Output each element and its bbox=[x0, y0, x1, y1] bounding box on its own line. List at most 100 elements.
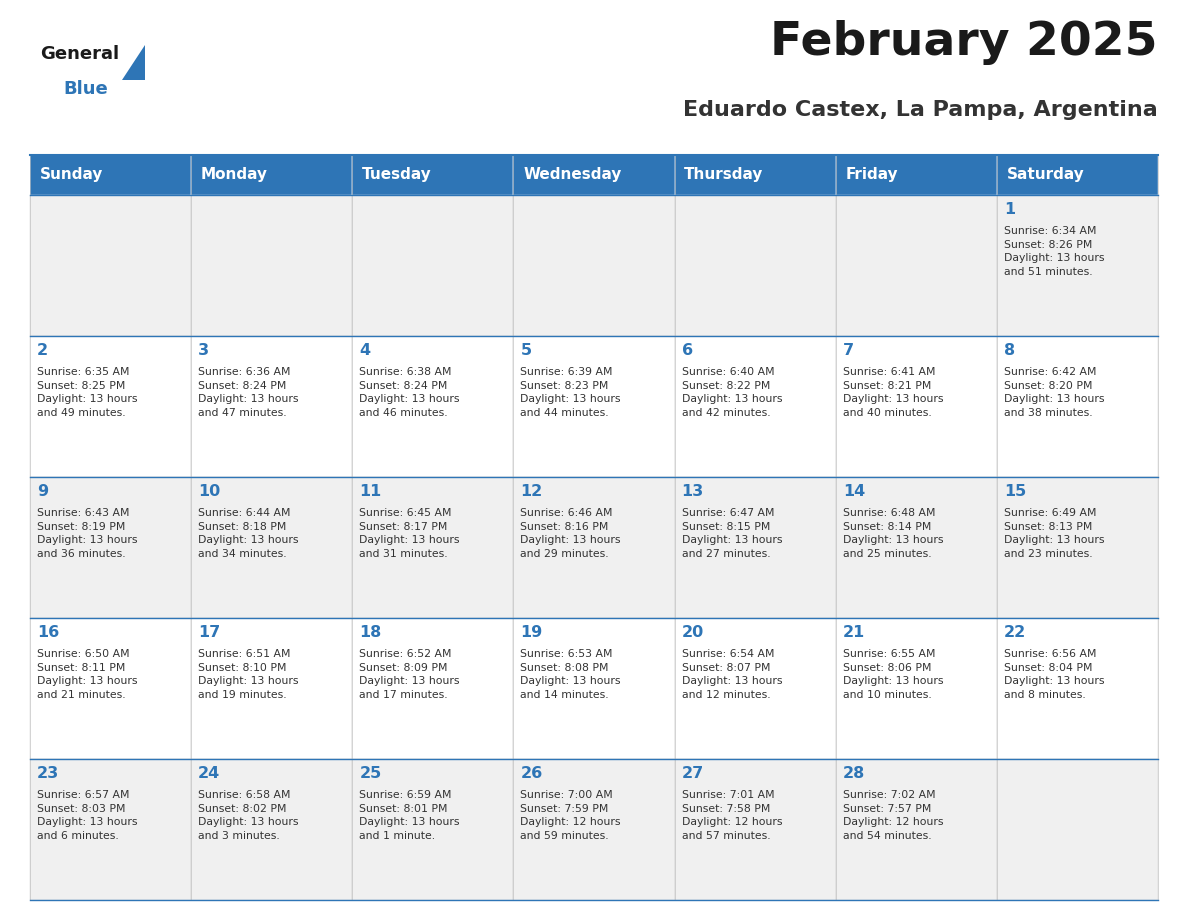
Text: Sunrise: 6:34 AM
Sunset: 8:26 PM
Daylight: 13 hours
and 51 minutes.: Sunrise: 6:34 AM Sunset: 8:26 PM Dayligh… bbox=[1004, 226, 1105, 277]
Text: 20: 20 bbox=[682, 625, 703, 640]
Text: 28: 28 bbox=[842, 766, 865, 781]
Text: Sunrise: 6:38 AM
Sunset: 8:24 PM
Daylight: 13 hours
and 46 minutes.: Sunrise: 6:38 AM Sunset: 8:24 PM Dayligh… bbox=[359, 367, 460, 418]
Bar bbox=[835, 618, 997, 759]
Text: Sunrise: 6:56 AM
Sunset: 8:04 PM
Daylight: 13 hours
and 8 minutes.: Sunrise: 6:56 AM Sunset: 8:04 PM Dayligh… bbox=[1004, 649, 1105, 700]
Text: Saturday: Saturday bbox=[1006, 167, 1085, 183]
Bar bbox=[191, 155, 353, 195]
Bar bbox=[997, 477, 1158, 618]
Text: 22: 22 bbox=[1004, 625, 1026, 640]
Bar bbox=[30, 759, 191, 900]
Text: 1: 1 bbox=[1004, 202, 1015, 217]
Text: 18: 18 bbox=[359, 625, 381, 640]
Bar bbox=[675, 477, 835, 618]
Text: Sunrise: 6:44 AM
Sunset: 8:18 PM
Daylight: 13 hours
and 34 minutes.: Sunrise: 6:44 AM Sunset: 8:18 PM Dayligh… bbox=[198, 508, 298, 559]
Text: 10: 10 bbox=[198, 484, 221, 499]
Text: 23: 23 bbox=[37, 766, 59, 781]
Text: Sunrise: 6:58 AM
Sunset: 8:02 PM
Daylight: 13 hours
and 3 minutes.: Sunrise: 6:58 AM Sunset: 8:02 PM Dayligh… bbox=[198, 790, 298, 841]
Text: Sunrise: 6:53 AM
Sunset: 8:08 PM
Daylight: 13 hours
and 14 minutes.: Sunrise: 6:53 AM Sunset: 8:08 PM Dayligh… bbox=[520, 649, 621, 700]
Bar bbox=[675, 759, 835, 900]
Text: 16: 16 bbox=[37, 625, 59, 640]
Bar bbox=[353, 618, 513, 759]
Bar bbox=[513, 477, 675, 618]
Text: 19: 19 bbox=[520, 625, 543, 640]
Bar bbox=[353, 155, 513, 195]
Text: Sunday: Sunday bbox=[39, 167, 103, 183]
Bar bbox=[835, 477, 997, 618]
Bar bbox=[997, 155, 1158, 195]
Text: Sunrise: 6:54 AM
Sunset: 8:07 PM
Daylight: 13 hours
and 12 minutes.: Sunrise: 6:54 AM Sunset: 8:07 PM Dayligh… bbox=[682, 649, 782, 700]
Text: Tuesday: Tuesday bbox=[362, 167, 431, 183]
Text: Sunrise: 6:52 AM
Sunset: 8:09 PM
Daylight: 13 hours
and 17 minutes.: Sunrise: 6:52 AM Sunset: 8:09 PM Dayligh… bbox=[359, 649, 460, 700]
Bar bbox=[513, 618, 675, 759]
Bar bbox=[30, 195, 191, 336]
Text: Sunrise: 7:01 AM
Sunset: 7:58 PM
Daylight: 12 hours
and 57 minutes.: Sunrise: 7:01 AM Sunset: 7:58 PM Dayligh… bbox=[682, 790, 782, 841]
Text: Sunrise: 6:51 AM
Sunset: 8:10 PM
Daylight: 13 hours
and 19 minutes.: Sunrise: 6:51 AM Sunset: 8:10 PM Dayligh… bbox=[198, 649, 298, 700]
Bar bbox=[513, 195, 675, 336]
Polygon shape bbox=[122, 45, 145, 80]
Bar bbox=[191, 336, 353, 477]
Text: Sunrise: 6:43 AM
Sunset: 8:19 PM
Daylight: 13 hours
and 36 minutes.: Sunrise: 6:43 AM Sunset: 8:19 PM Dayligh… bbox=[37, 508, 138, 559]
Text: Sunrise: 6:55 AM
Sunset: 8:06 PM
Daylight: 13 hours
and 10 minutes.: Sunrise: 6:55 AM Sunset: 8:06 PM Dayligh… bbox=[842, 649, 943, 700]
Text: General: General bbox=[40, 45, 119, 63]
Bar bbox=[191, 195, 353, 336]
Text: 27: 27 bbox=[682, 766, 703, 781]
Bar bbox=[997, 618, 1158, 759]
Text: Blue: Blue bbox=[63, 80, 108, 98]
Text: 21: 21 bbox=[842, 625, 865, 640]
Text: Sunrise: 7:00 AM
Sunset: 7:59 PM
Daylight: 12 hours
and 59 minutes.: Sunrise: 7:00 AM Sunset: 7:59 PM Dayligh… bbox=[520, 790, 621, 841]
Text: Sunrise: 6:39 AM
Sunset: 8:23 PM
Daylight: 13 hours
and 44 minutes.: Sunrise: 6:39 AM Sunset: 8:23 PM Dayligh… bbox=[520, 367, 621, 418]
Bar bbox=[353, 336, 513, 477]
Text: Friday: Friday bbox=[846, 167, 898, 183]
Text: Sunrise: 7:02 AM
Sunset: 7:57 PM
Daylight: 12 hours
and 54 minutes.: Sunrise: 7:02 AM Sunset: 7:57 PM Dayligh… bbox=[842, 790, 943, 841]
Bar bbox=[191, 618, 353, 759]
Bar bbox=[353, 195, 513, 336]
Text: 11: 11 bbox=[359, 484, 381, 499]
Text: Sunrise: 6:47 AM
Sunset: 8:15 PM
Daylight: 13 hours
and 27 minutes.: Sunrise: 6:47 AM Sunset: 8:15 PM Dayligh… bbox=[682, 508, 782, 559]
Text: Sunrise: 6:41 AM
Sunset: 8:21 PM
Daylight: 13 hours
and 40 minutes.: Sunrise: 6:41 AM Sunset: 8:21 PM Dayligh… bbox=[842, 367, 943, 418]
Bar bbox=[30, 477, 191, 618]
Text: Sunrise: 6:49 AM
Sunset: 8:13 PM
Daylight: 13 hours
and 23 minutes.: Sunrise: 6:49 AM Sunset: 8:13 PM Dayligh… bbox=[1004, 508, 1105, 559]
Bar bbox=[997, 195, 1158, 336]
Text: Monday: Monday bbox=[201, 167, 267, 183]
Bar bbox=[835, 195, 997, 336]
Text: 13: 13 bbox=[682, 484, 703, 499]
Text: Eduardo Castex, La Pampa, Argentina: Eduardo Castex, La Pampa, Argentina bbox=[683, 100, 1158, 120]
Bar bbox=[513, 155, 675, 195]
Bar bbox=[30, 336, 191, 477]
Bar bbox=[353, 759, 513, 900]
Bar bbox=[30, 618, 191, 759]
Text: Sunrise: 6:46 AM
Sunset: 8:16 PM
Daylight: 13 hours
and 29 minutes.: Sunrise: 6:46 AM Sunset: 8:16 PM Dayligh… bbox=[520, 508, 621, 559]
Text: 7: 7 bbox=[842, 343, 854, 358]
Bar bbox=[353, 477, 513, 618]
Text: 9: 9 bbox=[37, 484, 49, 499]
Text: 5: 5 bbox=[520, 343, 531, 358]
Bar bbox=[997, 759, 1158, 900]
Text: 26: 26 bbox=[520, 766, 543, 781]
Text: Sunrise: 6:42 AM
Sunset: 8:20 PM
Daylight: 13 hours
and 38 minutes.: Sunrise: 6:42 AM Sunset: 8:20 PM Dayligh… bbox=[1004, 367, 1105, 418]
Text: 6: 6 bbox=[682, 343, 693, 358]
Bar bbox=[997, 336, 1158, 477]
Bar bbox=[513, 759, 675, 900]
Text: Sunrise: 6:59 AM
Sunset: 8:01 PM
Daylight: 13 hours
and 1 minute.: Sunrise: 6:59 AM Sunset: 8:01 PM Dayligh… bbox=[359, 790, 460, 841]
Bar bbox=[513, 336, 675, 477]
Text: 14: 14 bbox=[842, 484, 865, 499]
Text: Sunrise: 6:35 AM
Sunset: 8:25 PM
Daylight: 13 hours
and 49 minutes.: Sunrise: 6:35 AM Sunset: 8:25 PM Dayligh… bbox=[37, 367, 138, 418]
Text: Sunrise: 6:36 AM
Sunset: 8:24 PM
Daylight: 13 hours
and 47 minutes.: Sunrise: 6:36 AM Sunset: 8:24 PM Dayligh… bbox=[198, 367, 298, 418]
Text: Sunrise: 6:48 AM
Sunset: 8:14 PM
Daylight: 13 hours
and 25 minutes.: Sunrise: 6:48 AM Sunset: 8:14 PM Dayligh… bbox=[842, 508, 943, 559]
Text: 2: 2 bbox=[37, 343, 49, 358]
Text: Wednesday: Wednesday bbox=[523, 167, 621, 183]
Text: Sunrise: 6:57 AM
Sunset: 8:03 PM
Daylight: 13 hours
and 6 minutes.: Sunrise: 6:57 AM Sunset: 8:03 PM Dayligh… bbox=[37, 790, 138, 841]
Bar bbox=[191, 759, 353, 900]
Bar bbox=[835, 336, 997, 477]
Text: 4: 4 bbox=[359, 343, 371, 358]
Text: 24: 24 bbox=[198, 766, 221, 781]
Bar bbox=[835, 155, 997, 195]
Bar bbox=[191, 477, 353, 618]
Text: Sunrise: 6:50 AM
Sunset: 8:11 PM
Daylight: 13 hours
and 21 minutes.: Sunrise: 6:50 AM Sunset: 8:11 PM Dayligh… bbox=[37, 649, 138, 700]
Text: 3: 3 bbox=[198, 343, 209, 358]
Text: Thursday: Thursday bbox=[684, 167, 764, 183]
Text: Sunrise: 6:40 AM
Sunset: 8:22 PM
Daylight: 13 hours
and 42 minutes.: Sunrise: 6:40 AM Sunset: 8:22 PM Dayligh… bbox=[682, 367, 782, 418]
Text: 17: 17 bbox=[198, 625, 221, 640]
Bar bbox=[675, 155, 835, 195]
Bar bbox=[835, 759, 997, 900]
